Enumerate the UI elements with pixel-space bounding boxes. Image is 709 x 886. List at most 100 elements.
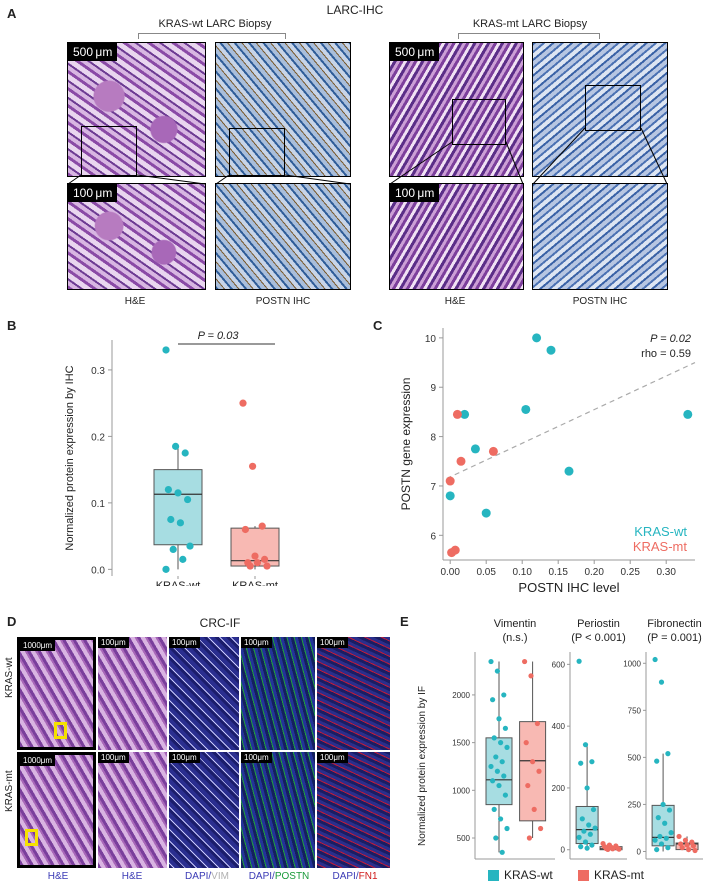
y-tick-label: 0 bbox=[561, 846, 566, 855]
scale-bar-100um: 100μm bbox=[169, 752, 200, 763]
scale-bar-100um: 100μm bbox=[241, 752, 272, 763]
data-point bbox=[488, 763, 494, 770]
data-point bbox=[499, 759, 505, 765]
scale-bar-100um: 100μm bbox=[98, 637, 129, 648]
subplot-pvalue: (n.s.) bbox=[502, 632, 527, 644]
data-point bbox=[481, 508, 491, 518]
data-point bbox=[494, 668, 500, 674]
legend-swatch-wt bbox=[488, 870, 499, 881]
x-tick-label: KRAS-wt bbox=[156, 580, 201, 586]
data-point bbox=[179, 555, 187, 563]
data-point bbox=[590, 806, 597, 813]
data-point bbox=[578, 844, 584, 850]
y-tick-label: 9 bbox=[430, 383, 436, 394]
data-point bbox=[253, 559, 261, 567]
y-tick-label: 0.0 bbox=[91, 565, 105, 576]
scale-bar-100um: 100 μm bbox=[390, 184, 440, 202]
x-tick-label: 0.30 bbox=[656, 567, 676, 578]
wt-dapi-fn1-if: 100μm bbox=[317, 637, 390, 750]
panel-d-letter: D bbox=[7, 614, 17, 629]
panel-d-title: CRC-IF bbox=[199, 616, 241, 630]
data-point bbox=[654, 758, 660, 764]
data-point bbox=[501, 773, 507, 779]
y-axis-label: POSTN gene expression bbox=[399, 378, 413, 511]
row-label-wt: KRAS-wt bbox=[4, 657, 15, 698]
data-point bbox=[490, 697, 496, 703]
data-point bbox=[532, 333, 542, 343]
zoom-region-box bbox=[81, 126, 137, 176]
data-point bbox=[493, 835, 499, 841]
data-point bbox=[692, 847, 698, 854]
data-point bbox=[491, 806, 497, 812]
data-point bbox=[589, 842, 595, 848]
data-point bbox=[546, 345, 556, 355]
data-point bbox=[587, 831, 593, 837]
panel-a-title: LARC-IHC bbox=[326, 3, 384, 17]
data-point bbox=[241, 525, 249, 534]
rho-label: rho = 0.59 bbox=[641, 348, 691, 360]
data-point bbox=[586, 822, 592, 828]
panel-b-letter: B bbox=[7, 318, 17, 333]
caption-dapi: DAPI/ bbox=[185, 871, 212, 882]
data-point bbox=[172, 442, 180, 450]
data-point bbox=[660, 801, 666, 808]
wt-dapi-postn-if: 100μm bbox=[241, 637, 315, 750]
data-point bbox=[665, 845, 671, 851]
data-point bbox=[682, 837, 689, 843]
data-point bbox=[502, 792, 508, 798]
data-point bbox=[665, 751, 671, 757]
caption-fn1: FN1 bbox=[358, 871, 378, 882]
caption-he: H&E bbox=[444, 296, 466, 307]
y-tick-label: 0.2 bbox=[91, 432, 105, 443]
caption-he: H&E bbox=[124, 296, 146, 307]
panel-c-scatter: 6 7 8 9 10 0.00 0.05 0.10 0.15 0.20 0.25 0.30 POSTN … bbox=[399, 328, 696, 595]
y-tick-label: 250 bbox=[628, 800, 642, 809]
data-point bbox=[690, 843, 697, 849]
mt-dapi-vim-if: 100μm bbox=[169, 752, 239, 868]
caption-dapi: DAPI/ bbox=[248, 871, 275, 882]
data-point bbox=[263, 562, 271, 570]
caption-vim: VIM bbox=[211, 871, 229, 882]
roi-box bbox=[54, 722, 67, 739]
mt-he-zoom-if: 100μm bbox=[98, 752, 167, 868]
data-point bbox=[683, 409, 693, 419]
y-tick-label: 10 bbox=[425, 334, 437, 345]
data-point bbox=[655, 815, 661, 821]
panel-e-boxplots: Normalized protein expression by IF Vimen… bbox=[417, 618, 703, 860]
y-tick-label: 0 bbox=[637, 847, 642, 856]
caption-dapi-postn: DAPI/POSTN bbox=[240, 871, 318, 882]
subplot-pvalue: (P < 0.001) bbox=[571, 632, 626, 644]
p-value-label: P = 0.02 bbox=[650, 333, 691, 345]
data-point bbox=[530, 759, 536, 765]
legend-label-wt: KRAS-wt bbox=[504, 868, 553, 882]
data-point bbox=[488, 446, 498, 456]
data-point bbox=[582, 839, 589, 845]
subplot-title: Fibronectin bbox=[647, 618, 701, 630]
y-tick-label: 600 bbox=[552, 660, 566, 669]
data-point bbox=[504, 744, 510, 750]
data-point bbox=[239, 399, 247, 407]
data-point bbox=[531, 806, 537, 812]
y-axis-label: Normalized protein expression by IF bbox=[417, 686, 428, 846]
panel-b-boxplot: 0.0 0.1 0.2 0.3 Normalized protein expressio… bbox=[64, 330, 280, 586]
wt-he-zoom-if: 100μm bbox=[98, 637, 167, 750]
data-point bbox=[494, 768, 500, 774]
data-point bbox=[654, 846, 660, 853]
mt-postn-zoom-image bbox=[532, 183, 668, 290]
data-point bbox=[679, 845, 685, 851]
data-point bbox=[576, 658, 582, 664]
y-tick-label: 1000 bbox=[623, 659, 641, 668]
legend-label-mt: KRAS-mt bbox=[633, 539, 688, 554]
legend-swatch-mt bbox=[578, 870, 589, 881]
zoom-connector-lines bbox=[67, 127, 668, 185]
roi-box bbox=[25, 829, 38, 846]
x-tick-label: KRAS-mt bbox=[232, 580, 278, 586]
scale-bar-500um: 500 μm bbox=[68, 43, 118, 61]
data-point bbox=[460, 409, 470, 419]
data-point bbox=[584, 785, 590, 791]
data-point bbox=[498, 816, 504, 822]
y-tick-label: 200 bbox=[552, 784, 566, 793]
zoom-region-box bbox=[452, 99, 506, 145]
group-bracket-wt bbox=[138, 33, 286, 39]
data-point bbox=[686, 846, 692, 853]
